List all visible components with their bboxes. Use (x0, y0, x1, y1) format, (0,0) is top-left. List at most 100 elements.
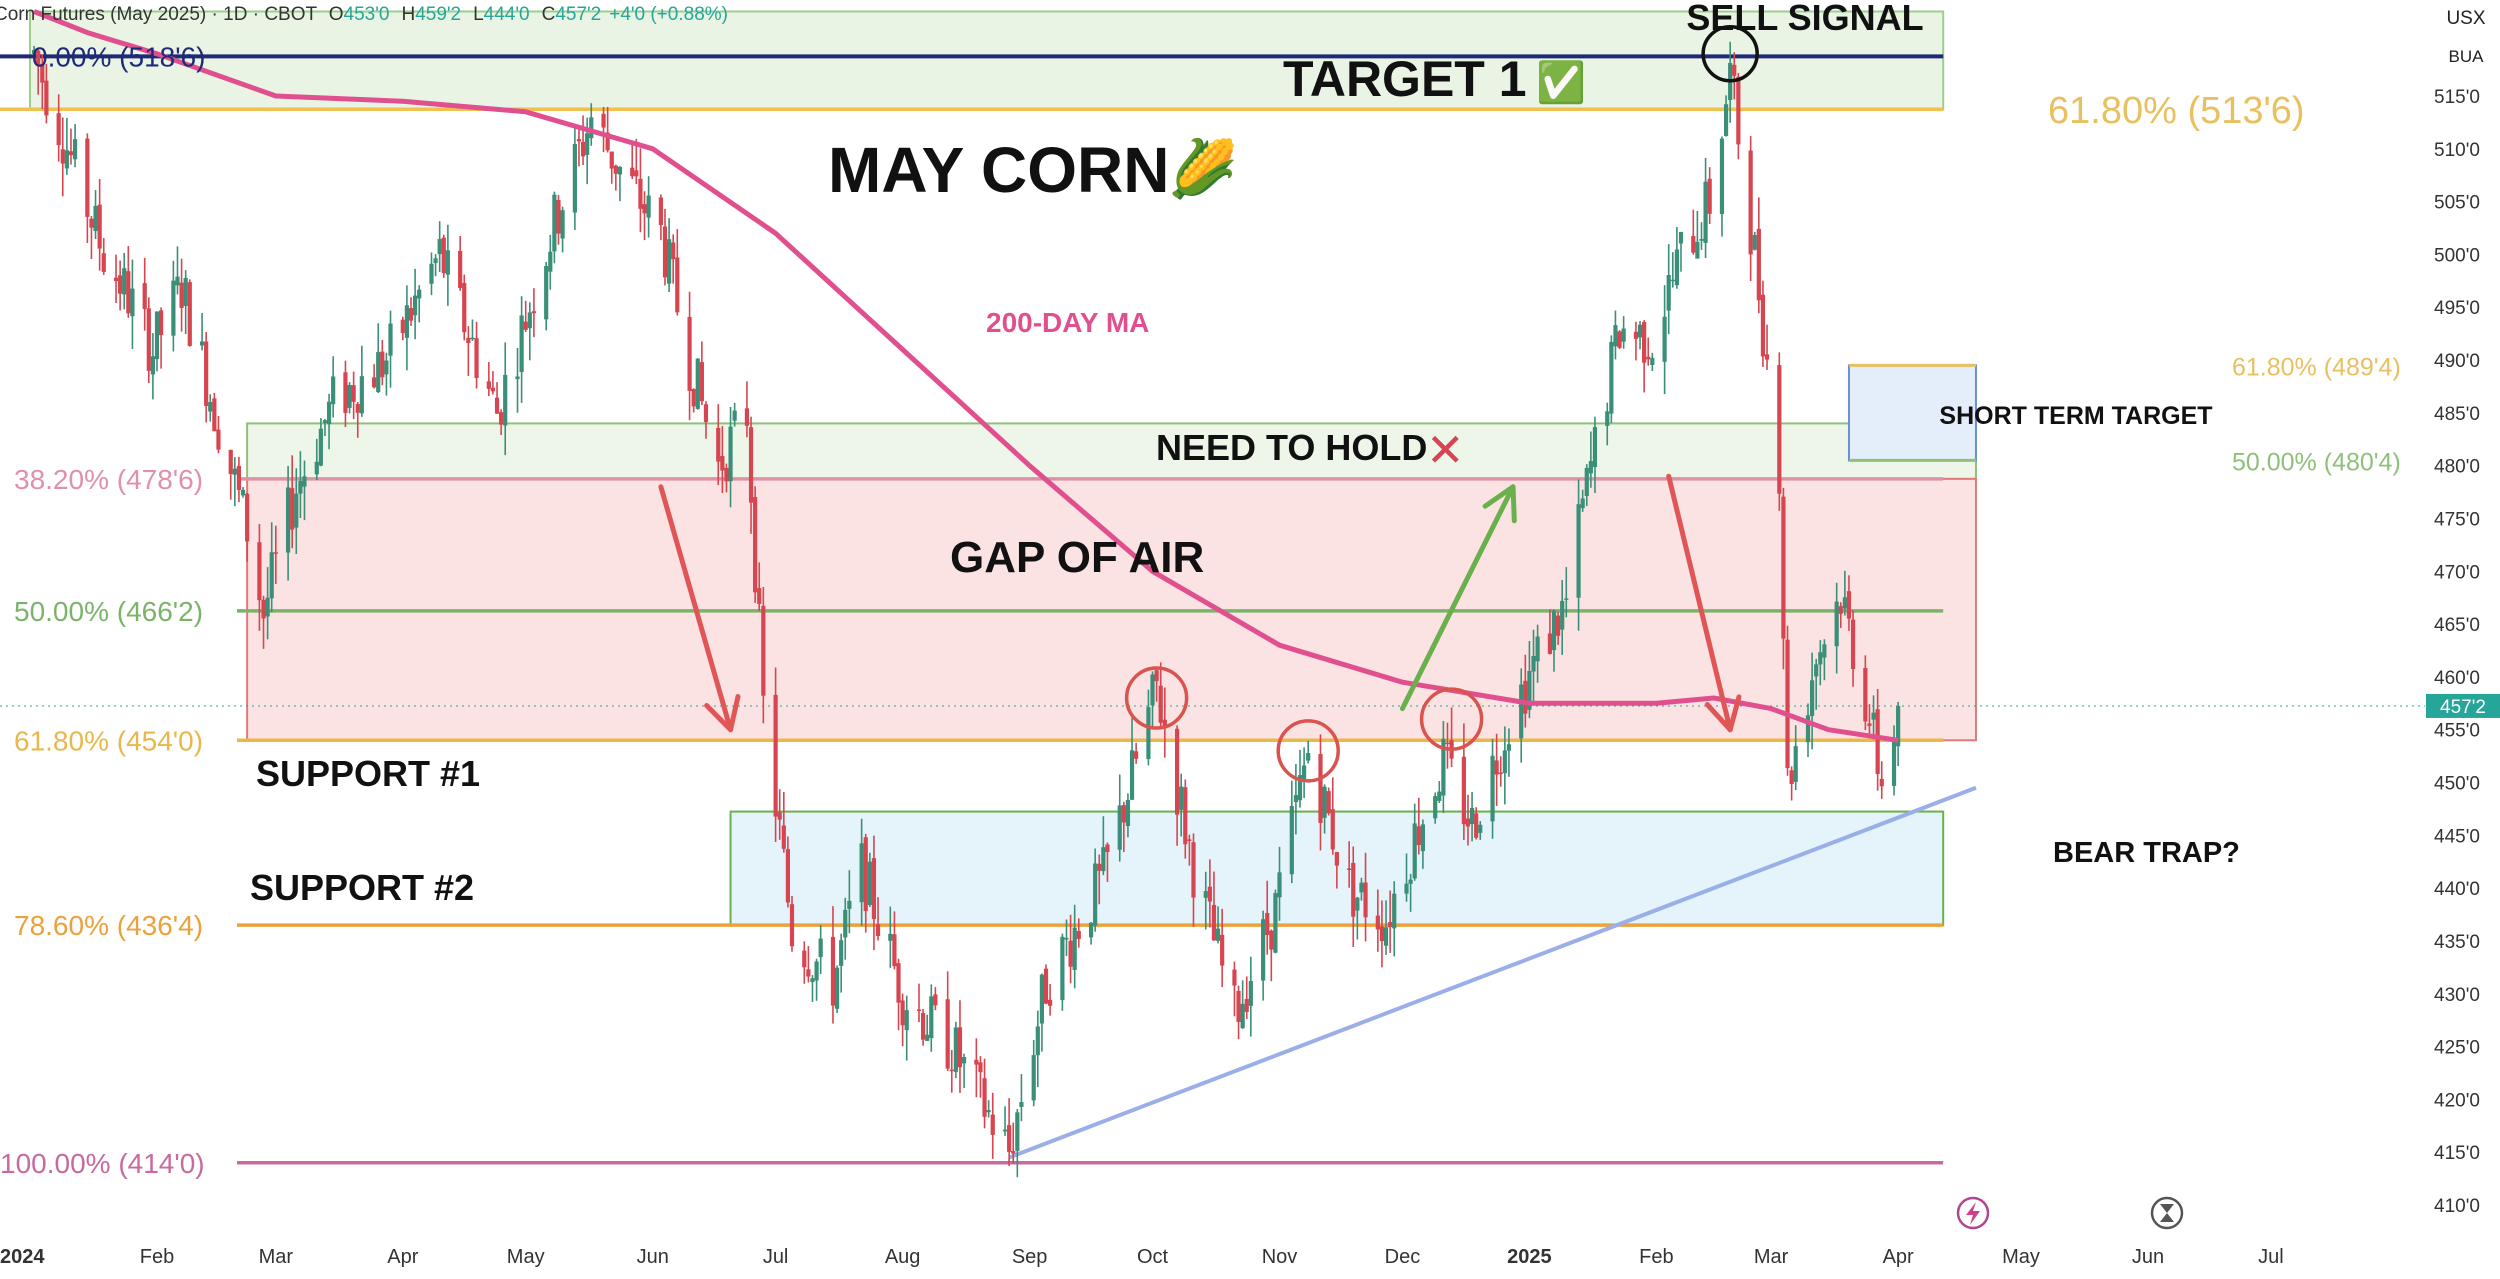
candle-body[interactable] (1215, 928, 1221, 941)
highlight-circle[interactable] (1419, 687, 1484, 751)
candle-body[interactable] (1334, 852, 1339, 866)
candle-body[interactable] (1527, 670, 1532, 710)
candle-body[interactable] (1584, 467, 1589, 496)
candle-body[interactable] (1306, 753, 1311, 761)
candle-body[interactable] (933, 994, 938, 1006)
candle-body[interactable] (949, 1069, 954, 1072)
need-to-hold-zone[interactable] (246, 422, 1977, 480)
candle-body[interactable] (576, 139, 582, 142)
candle-body[interactable] (871, 858, 877, 920)
candle-body[interactable] (834, 967, 840, 1009)
candle-body[interactable] (785, 849, 791, 903)
candle-body[interactable] (499, 412, 504, 425)
candle-body[interactable] (400, 319, 405, 334)
candle-body[interactable] (89, 218, 94, 228)
trend-arrow[interactable] (1399, 484, 1516, 712)
candle-body[interactable] (1072, 927, 1077, 970)
candle-body[interactable] (171, 280, 176, 336)
candle-body[interactable] (1506, 744, 1512, 751)
candle-body[interactable] (916, 1009, 922, 1011)
candle-body[interactable] (777, 812, 782, 820)
candle-body[interactable] (929, 996, 934, 1039)
candle-body[interactable] (892, 934, 897, 967)
trend-arrow[interactable] (1666, 473, 1733, 733)
candle-body[interactable] (429, 263, 434, 284)
trendline[interactable] (1008, 785, 1977, 1160)
candle-body[interactable] (343, 372, 348, 413)
candle-body[interactable] (744, 408, 750, 426)
candle-body[interactable] (1502, 750, 1507, 774)
candle-body[interactable] (519, 315, 524, 373)
candle-body[interactable] (1015, 1112, 1020, 1151)
candle-body[interactable] (1674, 249, 1680, 286)
highlight-circle[interactable] (1276, 719, 1340, 783)
candle-body[interactable] (1047, 999, 1053, 1006)
candle-body[interactable] (1035, 1026, 1040, 1056)
candle-body[interactable] (671, 242, 676, 260)
candle-body[interactable] (318, 428, 323, 466)
candle-body[interactable] (1760, 294, 1766, 357)
candle-body[interactable] (961, 1057, 967, 1064)
candle-body[interactable] (31, 49, 37, 54)
candle-body[interactable] (1125, 799, 1131, 826)
candle-body[interactable] (1154, 670, 1159, 682)
candle-body[interactable] (1564, 598, 1569, 600)
candle-body[interactable] (1088, 922, 1094, 938)
candle-body[interactable] (1498, 772, 1503, 775)
candle-body[interactable] (1822, 644, 1827, 658)
candle-body[interactable] (93, 205, 98, 232)
candle-body[interactable] (634, 170, 639, 177)
candle-body[interactable] (1461, 756, 1466, 825)
candle-body[interactable] (1002, 1129, 1008, 1132)
candle-body[interactable] (867, 861, 872, 906)
candle-body[interactable] (490, 387, 496, 392)
candle-body[interactable] (265, 597, 270, 617)
candle-body[interactable] (687, 316, 692, 391)
candle-body[interactable] (1297, 775, 1303, 801)
candle-body[interactable] (1691, 235, 1696, 253)
candle-body[interactable] (1531, 655, 1536, 672)
candle-body[interactable] (72, 139, 78, 160)
highlight-circle[interactable] (1124, 666, 1189, 730)
candle-body[interactable] (441, 237, 446, 274)
candle-body[interactable] (1474, 813, 1479, 838)
candle-body[interactable] (1490, 755, 1495, 822)
candle-body[interactable] (1441, 738, 1446, 796)
candle-body[interactable] (60, 149, 65, 164)
candle-body[interactable] (236, 465, 242, 491)
timer-icon[interactable] (2150, 1196, 2184, 1230)
candle-body[interactable] (900, 1000, 905, 1026)
candle-body[interactable] (1850, 619, 1856, 670)
candle-body[interactable] (1211, 904, 1217, 941)
candle-body[interactable] (781, 825, 786, 849)
candle-body[interactable] (896, 963, 901, 1003)
candle-body[interactable] (814, 961, 819, 981)
candle-body[interactable] (97, 204, 102, 249)
candle-body[interactable] (1809, 680, 1815, 716)
candle-body[interactable] (1269, 930, 1274, 950)
candle-body[interactable] (1437, 791, 1442, 801)
candle-body[interactable] (1875, 709, 1880, 775)
candle-body[interactable] (802, 950, 807, 968)
candle-body[interactable] (1203, 891, 1208, 898)
candle-body[interactable] (1535, 636, 1540, 662)
candle-body[interactable] (1891, 741, 1897, 786)
candle-body[interactable] (1789, 770, 1794, 784)
candle-body[interactable] (285, 487, 291, 553)
candle-body[interactable] (818, 938, 823, 958)
candle-body[interactable] (158, 310, 164, 336)
candle-body[interactable] (1121, 805, 1126, 823)
candle-body[interactable] (372, 377, 377, 388)
candle-body[interactable] (1207, 886, 1212, 902)
candle-body[interactable] (1261, 919, 1266, 981)
candle-body[interactable] (1633, 331, 1639, 339)
candle-body[interactable] (1326, 791, 1331, 814)
candle-body[interactable] (245, 493, 250, 542)
candle-body[interactable] (1191, 842, 1196, 898)
candle-body[interactable] (118, 275, 123, 294)
candle-body[interactable] (675, 257, 680, 313)
candle-body[interactable] (1756, 228, 1761, 301)
candle-body[interactable] (240, 489, 246, 496)
candle-body[interactable] (1404, 883, 1409, 894)
candle-body[interactable] (1560, 600, 1565, 630)
